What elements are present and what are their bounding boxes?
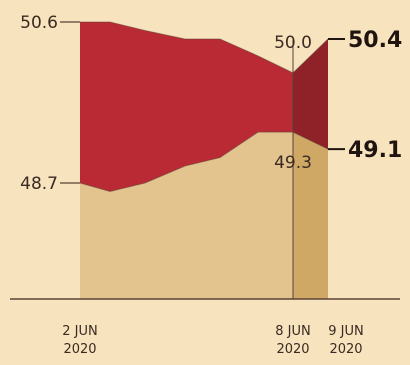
value-label-50-0: 50.0: [274, 33, 312, 53]
lower-area-highlight: [293, 132, 328, 299]
x-tick-label: 2 JUN: [62, 324, 97, 339]
x-tick-label: 8 JUN: [275, 324, 310, 339]
value-label-49-1: 49.1: [348, 138, 402, 163]
upper-band: [80, 22, 293, 192]
x-tick-label-year: 2020: [329, 342, 362, 357]
series-line-bottom: [79, 131, 329, 192]
x-tick-label-year: 2020: [276, 342, 309, 357]
value-label-50-6: 50.6: [20, 13, 58, 33]
value-label-49-3: 49.3: [274, 153, 312, 173]
value-label-50-4: 50.4: [348, 28, 402, 53]
lower-area: [80, 132, 293, 299]
x-tick-label: 9 JUN: [328, 324, 363, 339]
x-tick-label-year: 2020: [63, 342, 96, 357]
value-label-48-7: 48.7: [20, 174, 58, 194]
upper-band-highlight: [293, 38, 328, 150]
series-line-top: [80, 21, 329, 74]
